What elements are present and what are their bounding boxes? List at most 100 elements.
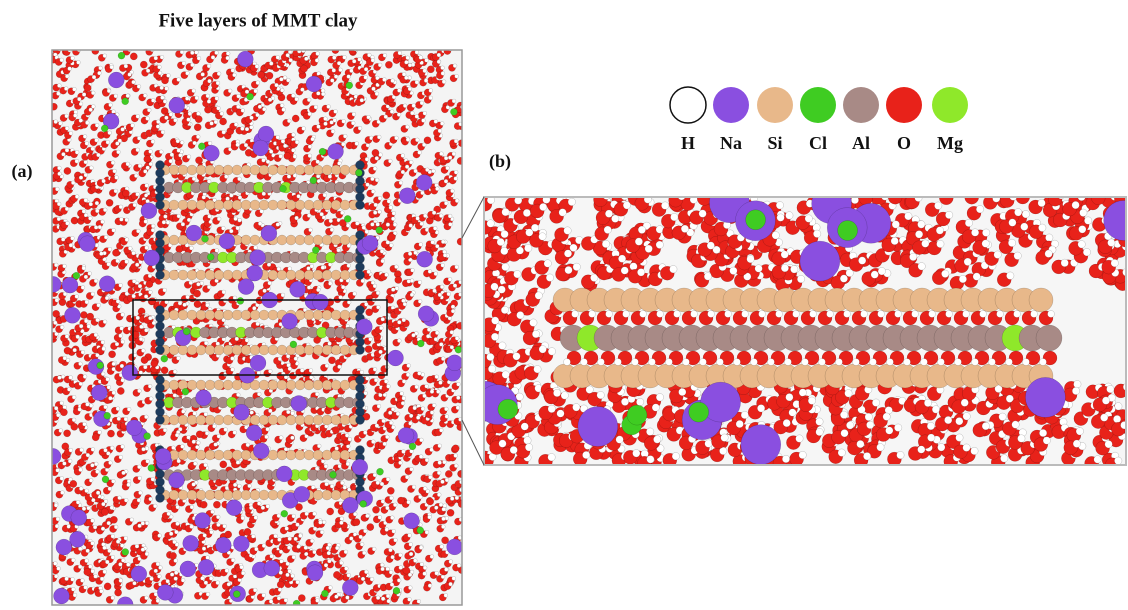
- atom: [121, 558, 125, 562]
- atom: [65, 207, 69, 211]
- atom: [98, 430, 102, 434]
- atom: [87, 506, 91, 510]
- atom: [71, 587, 75, 591]
- atom: [249, 125, 253, 129]
- atom: [141, 349, 145, 353]
- atom: [408, 533, 412, 537]
- atom: [75, 150, 79, 154]
- atom: [183, 303, 187, 307]
- atom: [203, 533, 207, 537]
- atom: [419, 243, 423, 247]
- atom: [454, 139, 458, 143]
- atom: [444, 407, 448, 411]
- atom: [392, 211, 396, 215]
- atom: [89, 108, 93, 112]
- atom: [143, 365, 147, 369]
- atom: [282, 108, 286, 112]
- atom: [430, 411, 434, 415]
- atom: [301, 65, 308, 72]
- atom: [217, 434, 221, 438]
- atom: [463, 139, 467, 143]
- atom: [407, 500, 411, 504]
- atom: [192, 482, 196, 486]
- atom: [412, 485, 416, 489]
- atom: [405, 475, 409, 479]
- atom: [202, 195, 206, 199]
- atom: [324, 122, 328, 126]
- atom: [433, 289, 437, 293]
- atom: [144, 156, 151, 163]
- atom: [57, 567, 61, 571]
- atom: [96, 318, 100, 322]
- atom: [196, 200, 206, 210]
- atom: [286, 410, 290, 414]
- atom: [291, 133, 295, 137]
- atom: [72, 87, 76, 91]
- atom: [417, 371, 421, 375]
- atom: [304, 546, 308, 550]
- atom: [346, 462, 350, 466]
- atom: [278, 588, 282, 592]
- atom: [302, 127, 306, 131]
- atom: [126, 94, 130, 98]
- atom: [448, 214, 452, 218]
- atom: [93, 525, 97, 529]
- atom: [232, 165, 242, 175]
- atom: [262, 158, 266, 162]
- atom: [63, 264, 67, 268]
- atom: [330, 79, 334, 83]
- atom: [194, 124, 201, 131]
- atom: [108, 549, 112, 553]
- atom: [286, 573, 290, 577]
- atom: [437, 471, 441, 475]
- atom: [95, 138, 99, 142]
- atom: [297, 545, 301, 549]
- atom: [394, 136, 398, 140]
- atom: [323, 193, 327, 197]
- atom: [223, 165, 233, 175]
- atom: [362, 551, 366, 555]
- atom: [344, 567, 348, 571]
- atom: [79, 176, 83, 180]
- atom: [158, 566, 162, 570]
- atom: [99, 66, 103, 70]
- atom: [380, 249, 384, 253]
- atom: [84, 84, 91, 91]
- atom: [111, 596, 115, 600]
- atom: [269, 600, 273, 604]
- atom: [205, 431, 209, 435]
- atom: [457, 238, 464, 245]
- atom: [154, 569, 158, 573]
- atom: [374, 378, 378, 382]
- atom: [436, 390, 440, 394]
- atom: [373, 284, 377, 288]
- atom: [296, 580, 300, 584]
- atom: [318, 520, 322, 524]
- atom: [424, 79, 428, 83]
- atom: [187, 218, 191, 222]
- atom: [201, 72, 205, 76]
- atom: [325, 482, 329, 486]
- atom: [383, 53, 387, 57]
- atom: [428, 584, 432, 588]
- atom: [370, 222, 374, 226]
- atom: [89, 478, 93, 482]
- atom: [407, 597, 411, 601]
- atom: [268, 409, 272, 413]
- atom: [62, 462, 66, 466]
- atom: [385, 61, 392, 68]
- atom: [114, 525, 118, 529]
- atom: [167, 512, 171, 516]
- atom: [288, 367, 292, 371]
- atom: [236, 461, 240, 465]
- atom: [121, 127, 125, 131]
- atom: [268, 369, 272, 373]
- atom: [359, 535, 363, 539]
- atom: [337, 248, 341, 252]
- atom: [146, 117, 150, 121]
- atom: [381, 259, 385, 263]
- atom: [192, 89, 196, 93]
- atom: [288, 537, 292, 541]
- atom: [94, 279, 98, 283]
- atom: [196, 112, 200, 116]
